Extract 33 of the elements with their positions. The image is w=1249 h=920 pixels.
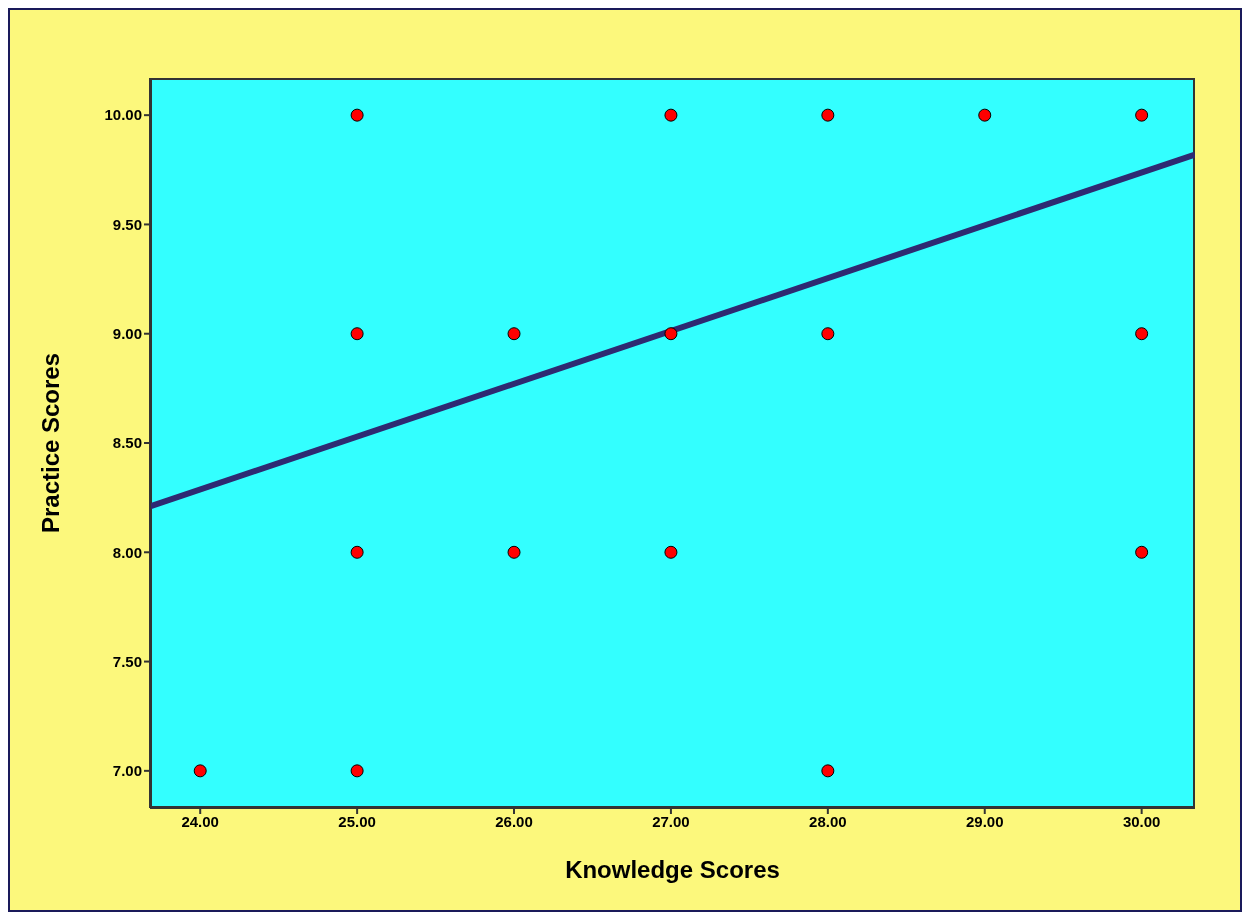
point bbox=[978, 108, 992, 122]
point bbox=[1135, 327, 1149, 341]
x-tick-label: 26.00 bbox=[495, 812, 533, 830]
x-axis-title: Knowledge Scores bbox=[565, 856, 780, 883]
point bbox=[507, 545, 521, 559]
x-tick-label: 24.00 bbox=[181, 812, 219, 830]
point bbox=[821, 764, 835, 778]
point bbox=[1135, 108, 1149, 122]
point bbox=[1135, 545, 1149, 559]
point bbox=[507, 327, 521, 341]
x-tick-label: 30.00 bbox=[1122, 812, 1161, 830]
y-tick-label: 9.50 bbox=[112, 215, 142, 233]
y-tick-label: 8.00 bbox=[112, 543, 142, 561]
point bbox=[821, 327, 835, 341]
point bbox=[193, 764, 207, 778]
point bbox=[664, 327, 678, 341]
x-tick-label: 29.00 bbox=[965, 812, 1004, 830]
point bbox=[350, 327, 364, 341]
y-tick-label: 8.50 bbox=[112, 434, 142, 452]
y-tick-label: 10.00 bbox=[104, 106, 142, 124]
point bbox=[350, 545, 364, 559]
point bbox=[664, 545, 678, 559]
x-tick-label: 25.00 bbox=[338, 812, 376, 830]
x-tick-label: 28.00 bbox=[809, 812, 847, 830]
point bbox=[664, 108, 678, 122]
y-tick-label: 9.00 bbox=[112, 325, 142, 343]
y-tick-label: 7.50 bbox=[112, 652, 142, 670]
y-axis-title: Practice Scores bbox=[36, 352, 64, 534]
point bbox=[350, 108, 364, 122]
point bbox=[350, 764, 364, 778]
point bbox=[821, 108, 835, 122]
x-tick-label: 27.00 bbox=[652, 812, 690, 830]
y-tick-label: 7.00 bbox=[112, 762, 142, 780]
